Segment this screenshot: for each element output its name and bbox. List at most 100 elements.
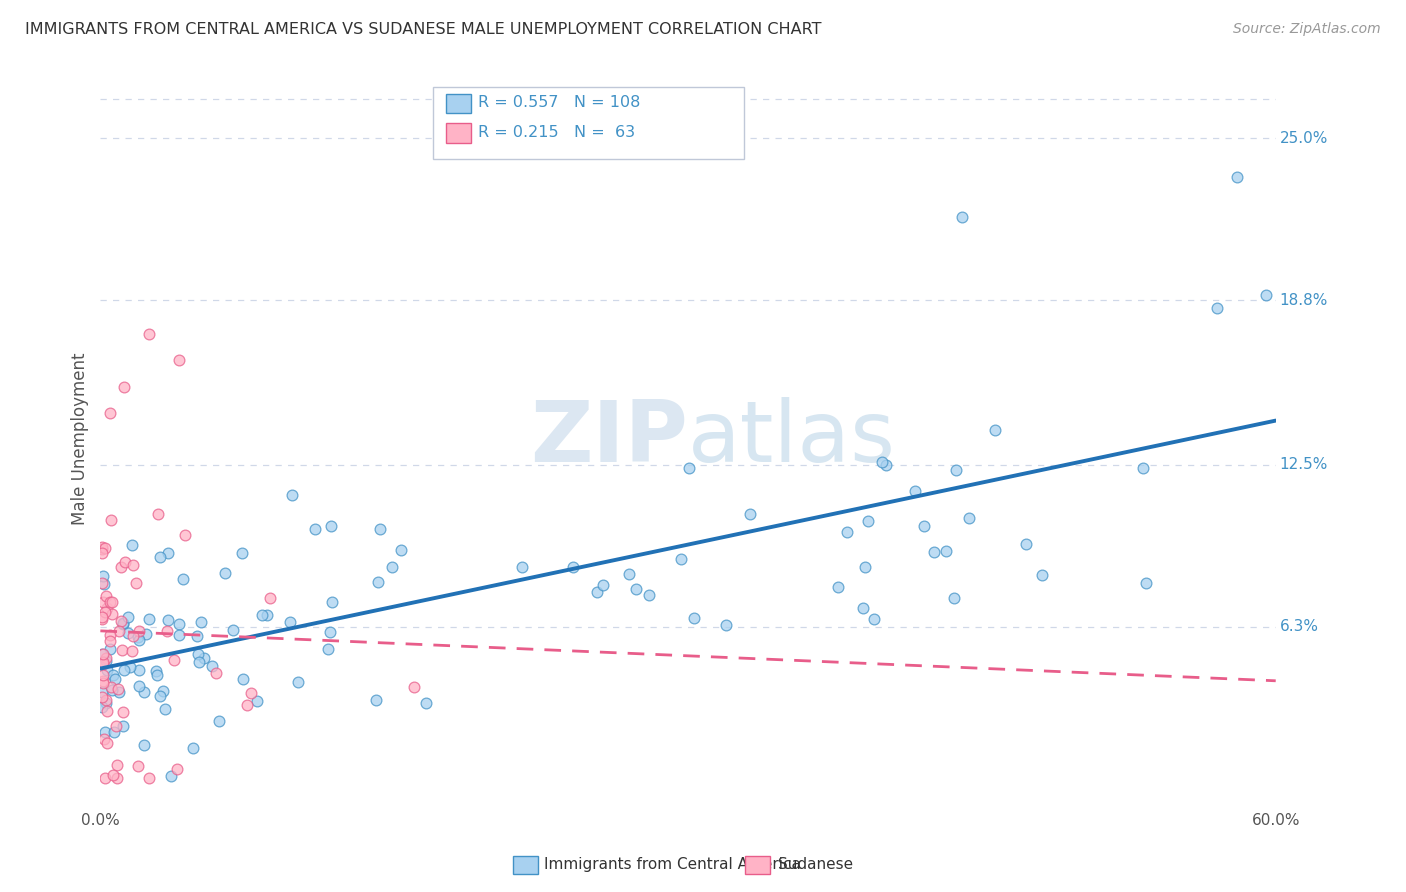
Point	[94, 541, 117, 555]
Point	[132, 685, 155, 699]
Point	[98, 628, 121, 642]
Point	[159, 768, 181, 782]
Point	[91, 595, 114, 609]
Point	[149, 689, 172, 703]
Point	[740, 508, 762, 522]
Point	[683, 611, 706, 625]
Point	[415, 696, 437, 710]
Point	[943, 591, 966, 606]
Point	[617, 567, 640, 582]
Point	[1254, 288, 1277, 302]
Point	[101, 607, 124, 622]
Point	[110, 560, 132, 574]
Point	[105, 757, 128, 772]
Point	[1031, 567, 1053, 582]
Point	[117, 626, 139, 640]
Point	[853, 560, 876, 574]
Point	[1206, 301, 1229, 315]
Point	[124, 575, 146, 590]
Point	[127, 759, 149, 773]
Point	[156, 614, 179, 628]
Point	[105, 719, 128, 733]
Point	[91, 569, 114, 583]
Point	[152, 683, 174, 698]
Point	[950, 210, 973, 224]
Point	[863, 612, 886, 626]
Point	[94, 654, 117, 668]
Point	[111, 705, 134, 719]
Point	[128, 632, 150, 647]
Point	[669, 552, 692, 566]
Text: IMMIGRANTS FROM CENTRAL AMERICA VS SUDANESE MALE UNEMPLOYMENT CORRELATION CHART: IMMIGRANTS FROM CENTRAL AMERICA VS SUDAN…	[25, 22, 823, 37]
Point	[110, 614, 132, 628]
Point	[904, 483, 927, 498]
Point	[96, 704, 118, 718]
Point	[138, 327, 160, 342]
Point	[101, 595, 124, 609]
Point	[101, 683, 124, 698]
Point	[367, 575, 389, 590]
Point	[105, 772, 128, 786]
Point	[945, 463, 967, 477]
Point	[107, 624, 129, 638]
Point	[188, 656, 211, 670]
Point	[98, 595, 121, 609]
Point	[91, 648, 114, 662]
Point	[91, 690, 114, 704]
Point	[201, 659, 224, 673]
Point	[316, 642, 339, 657]
Point	[121, 644, 143, 658]
Point	[984, 423, 1007, 437]
Point	[112, 616, 135, 631]
Point	[93, 577, 115, 591]
Point	[128, 679, 150, 693]
Point	[835, 524, 858, 539]
Point	[128, 664, 150, 678]
Point	[561, 560, 583, 574]
Point	[1135, 576, 1157, 591]
Point	[935, 544, 957, 558]
Point	[236, 698, 259, 713]
Point	[186, 629, 208, 643]
Point	[321, 594, 343, 608]
Point	[114, 555, 136, 569]
Point	[1225, 170, 1247, 185]
Point	[156, 546, 179, 560]
Point	[856, 514, 879, 528]
Point	[145, 668, 167, 682]
Text: R = 0.215   N =  63: R = 0.215 N = 63	[478, 125, 636, 139]
Point	[96, 693, 118, 707]
Point	[167, 353, 190, 368]
Point	[96, 736, 118, 750]
Point	[117, 610, 139, 624]
Point	[128, 624, 150, 639]
Point	[153, 702, 176, 716]
Point	[872, 455, 894, 469]
Point	[280, 488, 302, 502]
Point	[250, 608, 273, 623]
Point	[121, 539, 143, 553]
Point	[875, 458, 897, 472]
Point	[103, 768, 125, 782]
Point	[94, 772, 117, 786]
Point	[91, 541, 114, 556]
Point	[98, 634, 121, 648]
Point	[231, 546, 253, 560]
Point	[91, 668, 114, 682]
Point	[112, 663, 135, 677]
Point	[678, 461, 700, 475]
Point	[91, 610, 114, 624]
Point	[193, 651, 215, 665]
Point	[240, 686, 263, 700]
Point	[638, 588, 661, 602]
Point	[111, 642, 134, 657]
Point	[149, 550, 172, 565]
Point	[96, 600, 118, 615]
Point	[96, 663, 118, 677]
Point	[827, 580, 849, 594]
Point	[112, 616, 135, 631]
Point	[91, 676, 114, 690]
Point	[93, 647, 115, 661]
Point	[256, 608, 278, 623]
Point	[381, 559, 404, 574]
